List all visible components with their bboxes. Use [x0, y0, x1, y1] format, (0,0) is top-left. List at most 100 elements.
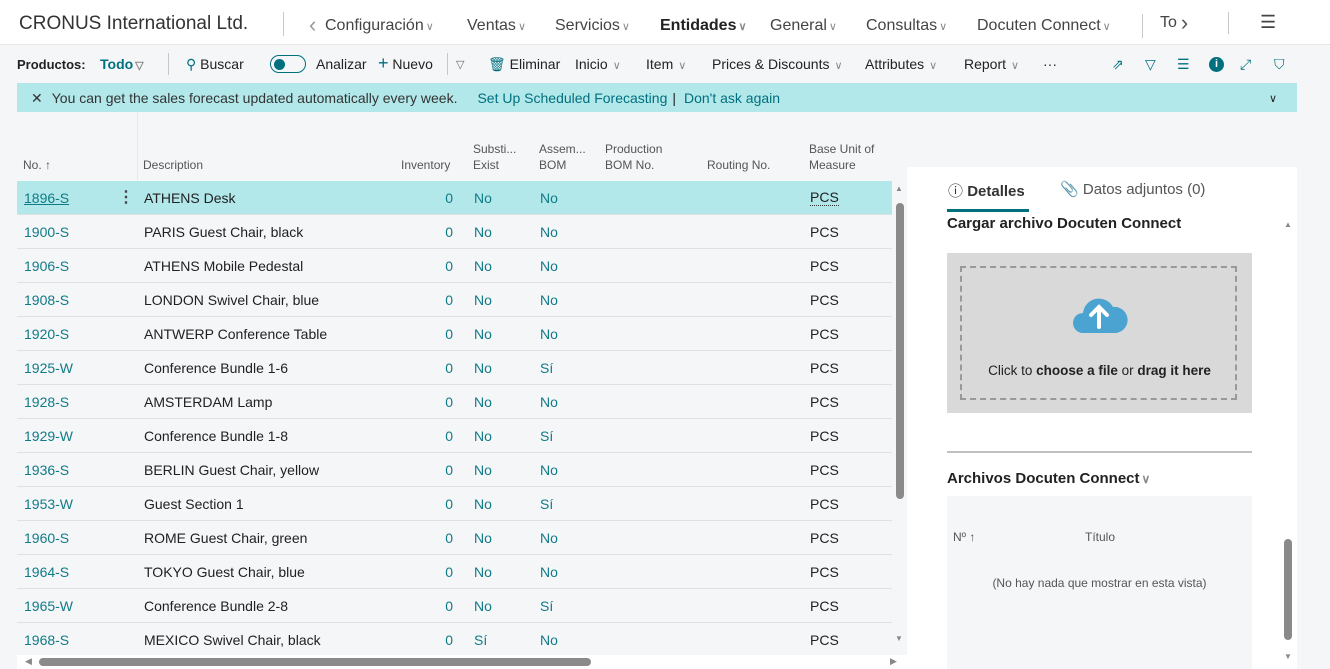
- nav-item[interactable]: Configuración ∨: [325, 17, 434, 35]
- analyze-toggle[interactable]: [270, 55, 306, 73]
- nav-item[interactable]: Entidades ∨: [660, 17, 747, 35]
- inventory[interactable]: 0: [445, 530, 453, 546]
- table-row[interactable]: 1960-S ROME Guest Chair, green 0 No No PC…: [17, 521, 892, 555]
- vertical-scrollbar[interactable]: ▲ ▼: [893, 181, 906, 655]
- hamburger-menu-icon[interactable]: ☰: [1260, 12, 1277, 32]
- scrollbar-thumb[interactable]: [896, 203, 904, 499]
- item-no-link[interactable]: 1900-S: [24, 224, 70, 240]
- inventory[interactable]: 0: [445, 428, 453, 444]
- setup-forecasting-link[interactable]: Set Up Scheduled Forecasting: [477, 90, 668, 106]
- factbox-scrollbar[interactable]: ▲ ▼: [1282, 215, 1296, 669]
- search-button[interactable]: ⚲ Buscar: [186, 56, 244, 73]
- nav-item[interactable]: Servicios ∨: [555, 17, 630, 35]
- column-header-production-bom[interactable]: Production BOM No.: [605, 141, 662, 173]
- inventory[interactable]: 0: [445, 258, 453, 274]
- menu-attributes[interactable]: Attributes ∨: [865, 56, 937, 72]
- bookmark-icon[interactable]: ⛉: [1274, 56, 1285, 72]
- inventory[interactable]: 0: [445, 598, 453, 614]
- scroll-up-icon[interactable]: ▲: [1284, 220, 1292, 229]
- choose-file-link[interactable]: choose a file: [1036, 363, 1118, 378]
- inventory[interactable]: 0: [445, 632, 453, 648]
- table-row[interactable]: 1900-S PARIS Guest Chair, black 0 No No P…: [17, 215, 892, 249]
- column-header-description[interactable]: Description: [143, 158, 204, 172]
- item-no-link[interactable]: 1960-S: [24, 530, 70, 546]
- company-name[interactable]: CRONUS International Ltd.: [19, 13, 249, 34]
- item-no-link[interactable]: 1965-W: [24, 598, 74, 614]
- horizontal-scrollbar[interactable]: ◀ ▶: [17, 655, 907, 669]
- item-no-link[interactable]: 1964-S: [24, 564, 70, 580]
- column-header-assembly-bom[interactable]: Assem... BOM: [539, 141, 586, 173]
- inventory[interactable]: 0: [445, 394, 453, 410]
- close-icon[interactable]: ✕: [31, 90, 43, 106]
- column-header-title[interactable]: Título: [1085, 530, 1116, 544]
- item-no-link[interactable]: 1906-S: [24, 258, 70, 274]
- info-icon[interactable]: i: [1209, 57, 1224, 72]
- scroll-left-icon[interactable]: ◀: [25, 656, 32, 666]
- inventory[interactable]: 0: [445, 224, 453, 240]
- more-options-button[interactable]: ···: [1043, 56, 1057, 72]
- column-header-inventory[interactable]: Inventory: [401, 158, 451, 172]
- item-no-link[interactable]: 1968-S: [24, 632, 70, 648]
- column-header-no[interactable]: No. ↑: [23, 158, 52, 172]
- menu-prices-discounts[interactable]: Prices & Discounts ∨: [712, 56, 843, 72]
- inventory[interactable]: 0: [445, 462, 453, 478]
- inventory[interactable]: 0: [445, 292, 453, 308]
- item-no-link[interactable]: 1953-W: [24, 496, 74, 512]
- item-no-link[interactable]: 1928-S: [24, 394, 70, 410]
- item-no-link[interactable]: 1896-S: [24, 190, 70, 206]
- file-drop-zone[interactable]: Click to choose a file or drag it here: [947, 253, 1252, 413]
- scrollbar-thumb[interactable]: [39, 658, 591, 666]
- menu-item[interactable]: Item ∨: [646, 56, 686, 72]
- table-row[interactable]: 1965-W Conference Bundle 2-8 0 No Sí PCS: [17, 589, 892, 623]
- new-button[interactable]: + Nuevo: [378, 54, 433, 72]
- inventory[interactable]: 0: [445, 326, 453, 342]
- scrollbar-thumb[interactable]: [1284, 539, 1292, 640]
- nav-item[interactable]: General ∨: [770, 17, 837, 35]
- table-row[interactable]: 1968-S MEXICO Swivel Chair, black 0 Sí No…: [17, 623, 892, 657]
- table-row[interactable]: 1953-W Guest Section 1 0 No Sí PCS: [17, 487, 892, 521]
- column-header-substitutes[interactable]: Substi... Exist: [473, 141, 516, 173]
- table-row[interactable]: 1928-S AMSTERDAM Lamp 0 No No PCS: [17, 385, 892, 419]
- row-actions-icon[interactable]: ⋮: [118, 189, 134, 206]
- files-section-title[interactable]: Archivos Docuten Connect ∨: [947, 470, 1150, 487]
- nav-item[interactable]: Consultas ∨: [866, 17, 947, 35]
- list-view-icon[interactable]: ☰: [1177, 56, 1190, 72]
- table-row[interactable]: 1936-S BERLIN Guest Chair, yellow 0 No No…: [17, 453, 892, 487]
- column-header-base-unit[interactable]: Base Unit of Measure: [809, 141, 874, 173]
- expand-icon[interactable]: ⤢: [1240, 56, 1252, 72]
- delete-button[interactable]: 🗑 Eliminar: [488, 56, 560, 73]
- table-row[interactable]: 1929-W Conference Bundle 1-8 0 No Sí PCS: [17, 419, 892, 453]
- item-no-link[interactable]: 1929-W: [24, 428, 74, 444]
- column-header-no[interactable]: Nº ↑: [953, 530, 976, 544]
- filter-icon[interactable]: ▽: [1145, 56, 1156, 72]
- scroll-down-icon[interactable]: ▼: [1284, 652, 1292, 661]
- scroll-down-icon[interactable]: ▼: [895, 634, 903, 643]
- chevron-down-icon[interactable]: ∨: [1269, 93, 1278, 105]
- nav-scroll-left-icon[interactable]: ‹: [309, 12, 317, 37]
- item-no-link[interactable]: 1908-S: [24, 292, 70, 308]
- tab-attachments[interactable]: 📎 Datos adjuntos (0): [1060, 180, 1205, 198]
- table-row[interactable]: 1920-S ANTWERP Conference Table 0 No No P…: [17, 317, 892, 351]
- scroll-up-icon[interactable]: ▲: [895, 184, 903, 193]
- table-row[interactable]: 1896-S ⋮ ATHENS Desk 0 No No PCS: [17, 181, 892, 215]
- dont-ask-again-link[interactable]: Don't ask again: [684, 90, 781, 106]
- scroll-right-icon[interactable]: ▶: [890, 656, 897, 666]
- menu-inicio[interactable]: Inicio ∨: [575, 56, 621, 72]
- item-no-link[interactable]: 1920-S: [24, 326, 70, 342]
- table-row[interactable]: 1964-S TOKYO Guest Chair, blue 0 No No PC…: [17, 555, 892, 589]
- menu-report[interactable]: Report ∨: [964, 56, 1019, 72]
- item-no-link[interactable]: 1925-W: [24, 360, 74, 376]
- tab-details[interactable]: ⓘ Detalles: [948, 180, 1025, 201]
- inventory[interactable]: 0: [445, 564, 453, 580]
- table-row[interactable]: 1908-S LONDON Swivel Chair, blue 0 No No …: [17, 283, 892, 317]
- base-unit[interactable]: PCS: [810, 189, 839, 206]
- inventory[interactable]: 0: [445, 190, 453, 206]
- share-icon[interactable]: ⇗: [1112, 56, 1124, 72]
- inventory[interactable]: 0: [445, 496, 453, 512]
- table-row[interactable]: 1925-W Conference Bundle 1-6 0 No Sí PCS: [17, 351, 892, 385]
- nav-item[interactable]: Ventas ∨: [467, 17, 526, 35]
- nav-overflow-item[interactable]: To: [1160, 14, 1177, 31]
- new-dropdown-chevron-icon[interactable]: ▽: [456, 59, 465, 71]
- view-selector[interactable]: Todo ▽: [100, 56, 144, 72]
- nav-scroll-right-icon[interactable]: ›: [1180, 10, 1189, 35]
